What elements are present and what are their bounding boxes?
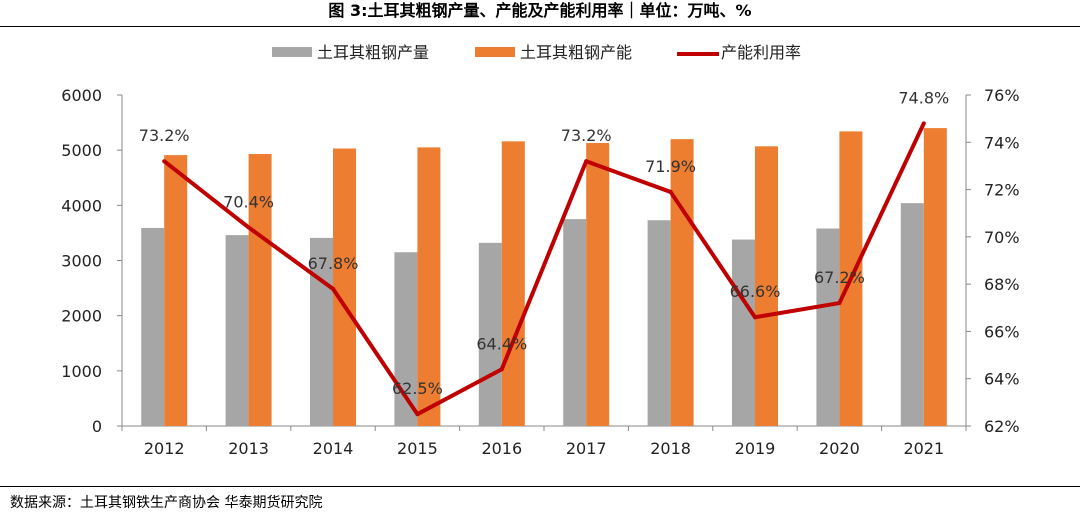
utilization-point — [162, 159, 167, 164]
bar-capacity — [248, 154, 272, 427]
bar-production — [225, 235, 249, 426]
utilization-data-label: 73.2% — [561, 126, 612, 145]
source-divider — [0, 486, 1080, 487]
bar-capacity — [333, 148, 356, 427]
x-tick-label: 2012 — [144, 439, 185, 458]
utilization-data-label: 66.6% — [730, 282, 781, 301]
legend: 土耳其粗钢产量 土耳其粗钢产能 产能利用率 — [272, 43, 801, 62]
utilization-point — [499, 367, 504, 372]
y-left-tick-label: 2000 — [61, 307, 102, 326]
utilization-point — [837, 301, 842, 306]
y-left-tick-label: 3000 — [61, 252, 102, 271]
utilization-data-label: 71.9% — [645, 157, 696, 176]
utilization-data-label: 73.2% — [139, 126, 190, 145]
y-left-tick-label: 6000 — [61, 86, 102, 105]
y-right-tick-label: 66% — [984, 322, 1020, 341]
bar-production — [563, 219, 587, 426]
bar-capacity — [164, 155, 188, 427]
bar-production — [732, 239, 755, 426]
x-tick-label: 2015 — [397, 439, 438, 458]
bar-capacity — [586, 142, 610, 426]
bar-production — [141, 227, 165, 426]
data-labels: 73.2% 70.4% 67.8% 62.5% 64.4% 73.2% 71.9% 66.6%… — [139, 88, 949, 398]
utilization-series-line — [162, 122, 926, 417]
bar-production — [647, 220, 671, 426]
bars — [141, 128, 947, 427]
x-tick-label: 2019 — [735, 439, 776, 458]
utilization-point — [331, 286, 335, 291]
bar-production — [394, 252, 418, 426]
y-right-tick-label: 74% — [984, 133, 1020, 152]
x-tick-label: 2013 — [228, 439, 269, 458]
x-tick-label: 2017 — [566, 439, 607, 458]
y-right-tick-label: 76% — [984, 86, 1020, 105]
utilization-point — [668, 189, 673, 194]
utilization-point — [753, 315, 757, 320]
source-note: 数据来源：土耳其钢铁生产商协会 华泰期货研究院 — [10, 495, 323, 511]
title-divider — [0, 26, 1080, 27]
legend-swatch-capacity — [475, 47, 515, 57]
utilization-line — [162, 121, 926, 417]
legend-swatch-production — [272, 47, 312, 57]
utilization-data-label: 74.8% — [898, 88, 949, 107]
legend-label-utilization: 产能利用率 — [721, 43, 801, 62]
y-right-tick-label: 64% — [984, 370, 1020, 389]
bar-capacity — [670, 139, 694, 426]
y-right-tick-label: 72% — [984, 181, 1020, 200]
utilization-data-label: 67.8% — [308, 254, 359, 273]
x-tick-label: 2014 — [313, 439, 354, 458]
legend-label-production: 土耳其粗钢产量 — [317, 43, 429, 62]
bar-production — [816, 228, 840, 426]
utilization-point — [921, 121, 926, 126]
x-tick-label: 2020 — [819, 439, 860, 458]
bar-capacity — [501, 141, 525, 426]
utilization-point — [584, 159, 589, 164]
bar-capacity — [923, 128, 947, 426]
x-tick-label: 2021 — [903, 439, 944, 458]
chart-canvas: 土耳其粗钢产量 土耳其粗钢产能 产能利用率 0 1000 2000 3000 4000 5… — [61, 43, 1020, 458]
utilization-data-label: 67.2% — [814, 268, 865, 287]
bar-capacity — [755, 146, 778, 426]
y-right-tick-label: 62% — [984, 417, 1020, 436]
bar-production — [900, 203, 924, 426]
y-right-tick-label: 68% — [984, 275, 1020, 294]
chart-title: 图 3:土耳其粗钢产量、产能及产能利用率｜单位：万吨、% — [328, 1, 752, 20]
y-right-tick-label: 70% — [984, 228, 1020, 247]
y-left-tick-label: 4000 — [61, 196, 102, 215]
x-tick-label: 2018 — [650, 439, 691, 458]
y-left-tick-label: 0 — [92, 417, 102, 436]
utilization-data-label: 70.4% — [223, 192, 274, 211]
utilization-point — [246, 225, 251, 230]
legend-label-capacity: 土耳其粗钢产能 — [520, 43, 632, 62]
utilization-point — [415, 412, 420, 417]
y-left-tick-label: 1000 — [61, 362, 102, 381]
y-left-tick-label: 5000 — [61, 141, 102, 160]
x-tick-label: 2016 — [481, 439, 522, 458]
utilization-data-label: 62.5% — [392, 379, 443, 398]
utilization-data-label: 64.4% — [476, 334, 527, 353]
bar-capacity — [417, 147, 441, 427]
